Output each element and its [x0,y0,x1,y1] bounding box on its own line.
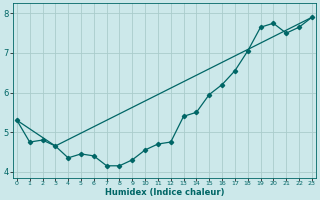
X-axis label: Humidex (Indice chaleur): Humidex (Indice chaleur) [105,188,224,197]
